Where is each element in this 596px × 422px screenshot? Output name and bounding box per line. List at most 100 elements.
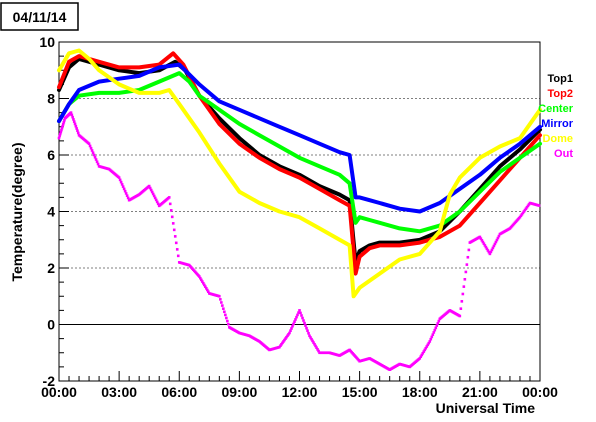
point-out	[315, 346, 318, 349]
point-out	[418, 357, 422, 360]
x-tick-label: 00:00	[522, 384, 558, 400]
point-out	[69, 111, 73, 114]
point-out	[151, 192, 155, 196]
point-out	[280, 342, 283, 346]
point-out	[175, 248, 179, 251]
point-out	[96, 162, 100, 166]
point-out	[93, 155, 97, 159]
point-out	[117, 176, 121, 179]
point-out	[430, 335, 434, 339]
point-out	[489, 250, 493, 254]
point-out	[289, 329, 292, 333]
point-out	[308, 334, 311, 338]
point-out	[293, 320, 296, 323]
y-axis-title: Temperature(degree)	[9, 142, 25, 281]
y-tick-label: 0	[47, 317, 55, 333]
point-out	[299, 311, 302, 315]
point-out	[292, 322, 295, 326]
y-tick-label: 8	[47, 91, 55, 107]
point-out	[295, 315, 298, 319]
point-out	[72, 118, 75, 121]
point-out	[63, 118, 66, 122]
point-out	[432, 331, 436, 334]
point-out	[226, 319, 229, 323]
legend-label-dome: Dome	[542, 133, 573, 145]
point-out	[467, 248, 471, 252]
series-top2	[57, 51, 542, 276]
point-out	[525, 205, 529, 209]
point-out	[422, 350, 426, 353]
point-out	[59, 130, 63, 134]
point-out	[481, 240, 485, 244]
date-box: 04/11/14	[0, 2, 79, 31]
point-out	[72, 120, 76, 123]
point-out	[285, 335, 288, 339]
point-out	[312, 341, 315, 344]
legend-label-top1: Top1	[548, 73, 573, 85]
y-tick-label: 2	[47, 260, 55, 276]
grid	[59, 98, 540, 325]
point-out	[480, 239, 484, 242]
point-out	[70, 113, 74, 117]
axes: -2 0 2 4 6 8 10 00:00 03:00 06:00 09:00 12:00 15:00 1…	[39, 34, 558, 400]
point-out	[218, 294, 221, 298]
point-out	[282, 340, 285, 343]
point-out	[521, 211, 525, 215]
point-out	[221, 304, 224, 307]
point-out	[429, 337, 433, 341]
point-out	[427, 341, 431, 345]
point-out	[58, 134, 61, 138]
point-out	[171, 222, 175, 225]
point-out	[199, 278, 203, 282]
series-layer	[57, 48, 542, 371]
point-out	[496, 236, 500, 240]
point-out	[155, 200, 159, 204]
point-out	[95, 160, 99, 164]
x-tick-label: 12:00	[282, 384, 318, 400]
point-out	[296, 313, 299, 317]
point-out	[89, 146, 93, 150]
x-tick-label: 03:00	[101, 384, 137, 400]
point-out	[203, 283, 206, 287]
point-out	[75, 127, 78, 130]
series-mirror	[57, 62, 542, 214]
point-out	[492, 244, 496, 248]
point-out	[458, 314, 462, 318]
point-out	[437, 319, 441, 323]
point-out	[168, 202, 172, 206]
point-out	[425, 345, 429, 348]
point-out	[310, 337, 313, 341]
point-out	[519, 214, 523, 218]
point-out	[479, 237, 483, 240]
point-out	[198, 276, 202, 280]
point-out	[421, 352, 425, 355]
point-out	[520, 213, 524, 216]
point-out	[223, 310, 226, 314]
point-out	[288, 331, 291, 335]
x-tick-label: 21:00	[462, 384, 498, 400]
point-out	[297, 311, 300, 314]
point-out	[73, 122, 77, 126]
point-out	[61, 122, 65, 126]
point-out	[466, 255, 470, 259]
point-out	[225, 316, 228, 320]
legend-label-top2: Top2	[548, 88, 573, 100]
point-out	[224, 313, 227, 317]
point-out	[60, 128, 63, 132]
point-out	[62, 120, 66, 124]
point-out	[119, 180, 123, 184]
point-out	[153, 196, 157, 200]
y-tick-label: 6	[47, 147, 55, 163]
point-out	[291, 324, 294, 328]
point-out	[156, 202, 160, 206]
point-out	[526, 204, 530, 208]
point-out	[219, 298, 222, 301]
point-out	[206, 288, 209, 292]
point-out	[423, 348, 427, 352]
point-out	[487, 250, 491, 254]
point-out	[227, 322, 230, 326]
point-out	[202, 281, 205, 285]
line-dome	[57, 48, 542, 299]
series-dome	[57, 48, 542, 299]
